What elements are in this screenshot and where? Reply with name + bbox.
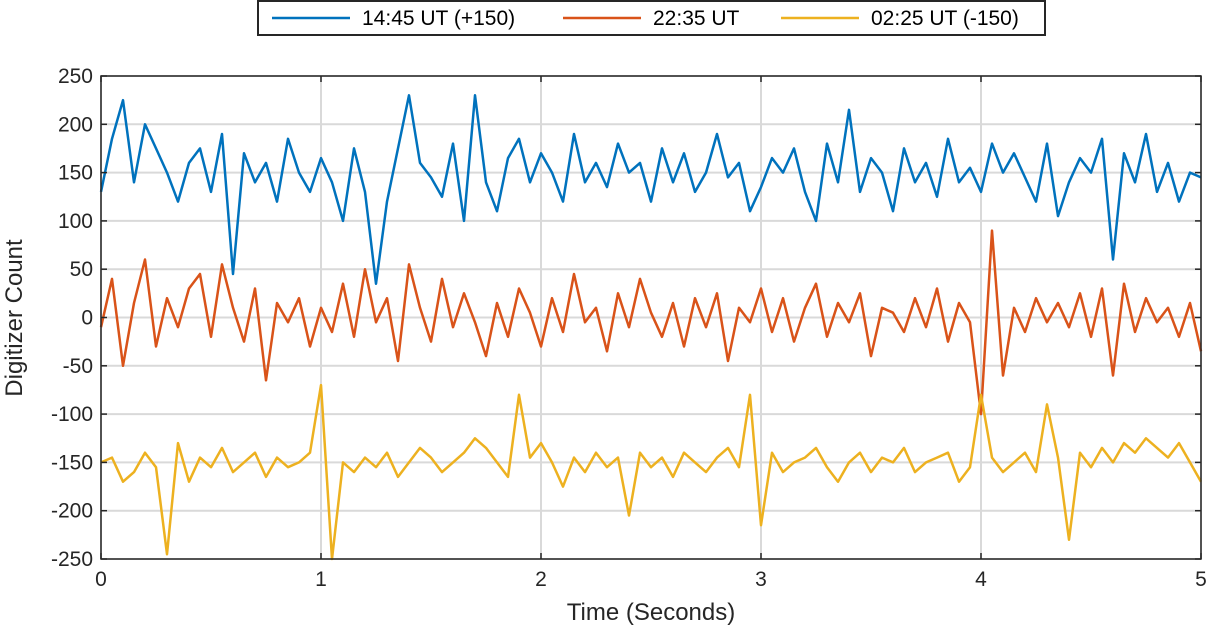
legend-label-1: 22:35 UT xyxy=(653,7,740,30)
legend-box xyxy=(257,0,1046,36)
x-tick-label: 5 xyxy=(1195,568,1207,591)
legend-label-0: 14:45 UT (+150) xyxy=(362,7,515,30)
ticks xyxy=(100,75,1202,560)
y-tick-label: -100 xyxy=(51,403,93,426)
y-tick-label: 50 xyxy=(70,258,93,281)
x-axis-label: Time (Seconds) xyxy=(567,599,736,626)
y-axis-label: Digitizer Count xyxy=(1,239,28,397)
x-tick-label: 4 xyxy=(975,568,987,591)
y-tick-label: -50 xyxy=(63,355,93,378)
y-tick-label: 150 xyxy=(58,162,93,185)
legend-label-2: 02:25 UT (-150) xyxy=(871,7,1019,30)
x-tick-label: 2 xyxy=(535,568,547,591)
x-tick-label: 0 xyxy=(95,568,107,591)
series-line-1 xyxy=(99,229,1203,416)
x-tick-label: 1 xyxy=(315,568,327,591)
series-line-0 xyxy=(99,94,1202,285)
y-tick-label: -200 xyxy=(51,500,93,523)
y-tick-label: 200 xyxy=(58,113,93,136)
x-tick-label: 3 xyxy=(755,568,767,591)
legend: 14:45 UT (+150) 22:35 UT 02:25 UT (-150) xyxy=(257,0,1046,36)
y-tick-label: 250 xyxy=(58,65,93,88)
tick-labels: 0 1 2 3 4 5 -250 -200 -150 -100 -50 0 50 100 150 200 250 xyxy=(51,65,1207,591)
y-tick-label: -150 xyxy=(51,451,93,474)
y-tick-label: -250 xyxy=(51,548,93,571)
grid xyxy=(100,75,1202,560)
series-line-2 xyxy=(100,383,1203,561)
y-tick-label: 100 xyxy=(58,210,93,233)
y-tick-label: 0 xyxy=(81,307,93,330)
plot-lines xyxy=(99,94,1203,561)
